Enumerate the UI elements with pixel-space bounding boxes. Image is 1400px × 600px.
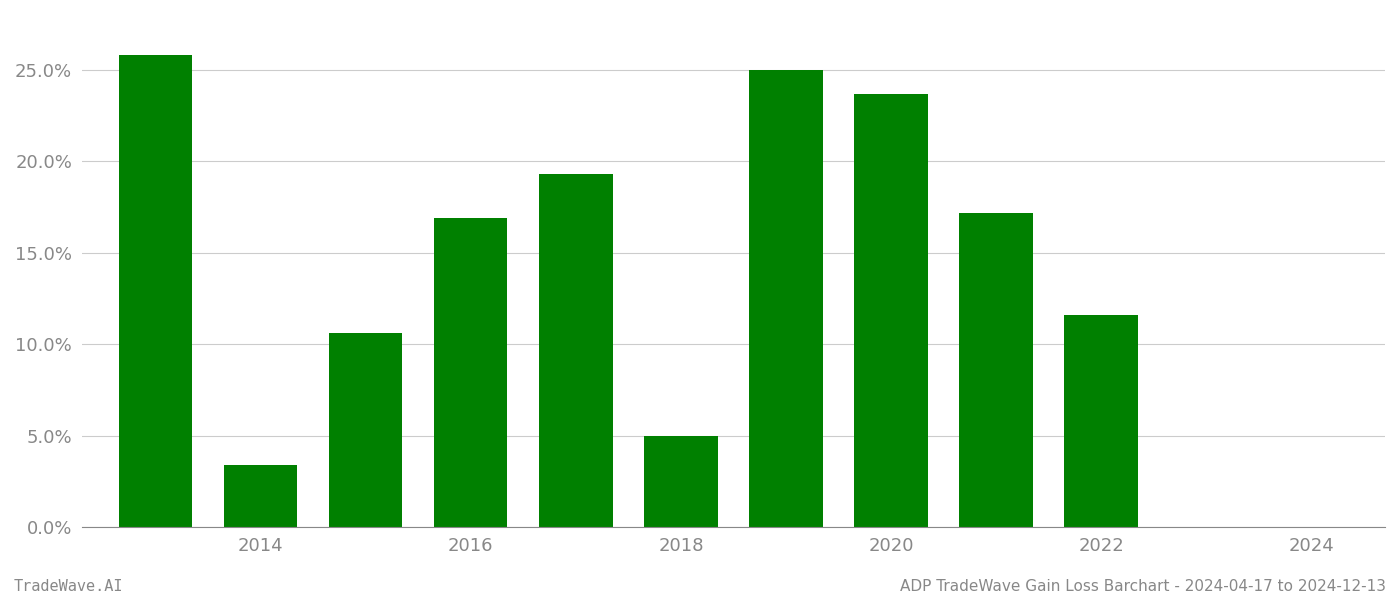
Bar xyxy=(224,465,297,527)
Bar xyxy=(749,70,823,527)
Text: ADP TradeWave Gain Loss Barchart - 2024-04-17 to 2024-12-13: ADP TradeWave Gain Loss Barchart - 2024-… xyxy=(900,579,1386,594)
Bar xyxy=(644,436,718,527)
Bar xyxy=(119,55,192,527)
Bar xyxy=(959,212,1033,527)
Text: TradeWave.AI: TradeWave.AI xyxy=(14,579,123,594)
Bar xyxy=(329,334,402,527)
Bar xyxy=(539,174,613,527)
Bar xyxy=(434,218,507,527)
Bar xyxy=(854,94,928,527)
Bar xyxy=(1064,315,1138,527)
